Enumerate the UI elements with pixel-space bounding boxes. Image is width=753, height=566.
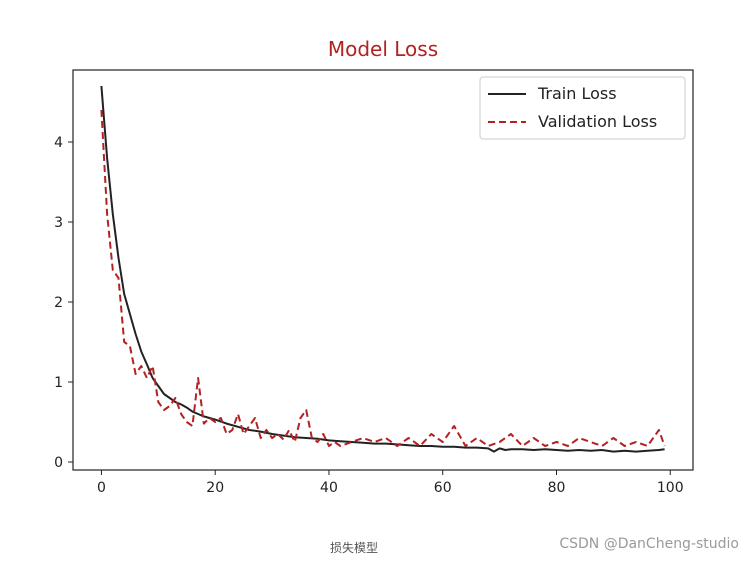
axes-frame (72, 69, 694, 471)
loss-chart: Model Loss 0 20 40 60 80 100 0 1 2 3 4 Train Loss V… (54, 37, 694, 496)
plot-area (100, 85, 666, 453)
y-tick-label: 1 (54, 375, 63, 391)
legend: Train Loss Validation Loss (479, 76, 686, 140)
series-line-train-loss (100, 85, 665, 453)
x-tick-label: 100 (657, 480, 684, 496)
x-tick-label: 60 (434, 480, 452, 496)
axis-ticks: 0 20 40 60 80 100 0 1 2 3 4 (54, 135, 684, 496)
legend-label: Train Loss (537, 84, 617, 103)
y-tick-label: 3 (54, 215, 63, 231)
y-tick-label: 0 (54, 455, 63, 471)
legend-box (479, 76, 686, 140)
figure-caption: 损失模型 (330, 541, 379, 555)
x-tick-label: 80 (548, 480, 566, 496)
series-line-validation-loss (100, 109, 666, 447)
y-tick-label: 4 (54, 135, 63, 151)
y-tick-label: 2 (54, 295, 63, 311)
chart-title: Model Loss (328, 37, 438, 61)
legend-label: Validation Loss (538, 112, 657, 131)
x-tick-label: 40 (320, 480, 338, 496)
x-tick-label: 20 (206, 480, 224, 496)
watermark: CSDN @DanCheng-studio (559, 536, 739, 552)
x-tick-label: 0 (97, 480, 106, 496)
